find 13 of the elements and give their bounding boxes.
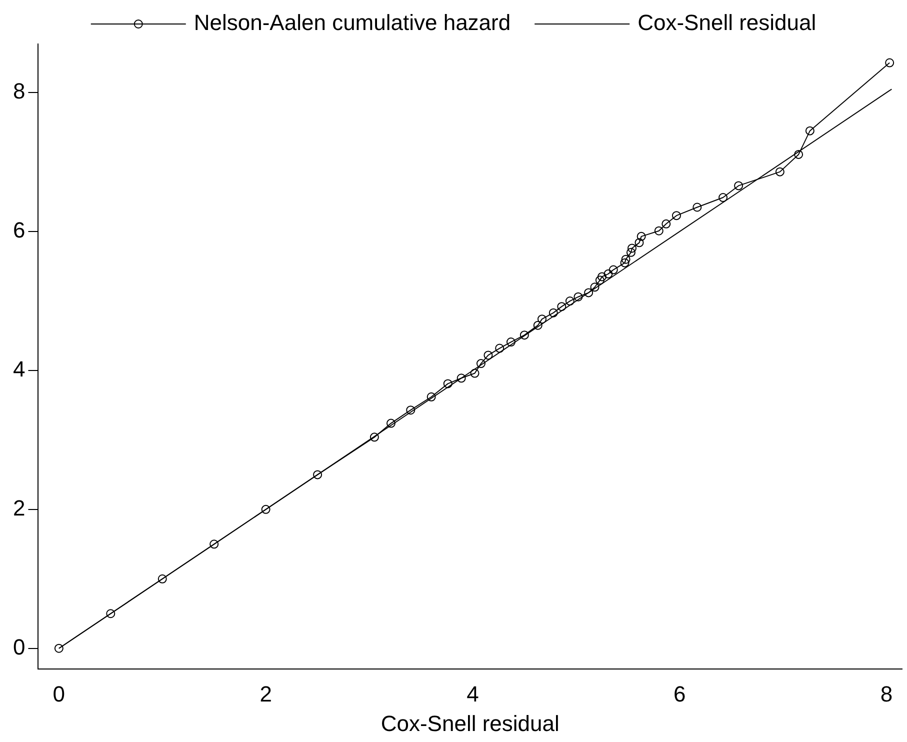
- legend-label: Nelson-Aalen cumulative hazard: [194, 10, 511, 36]
- x-tick-label: 4: [466, 681, 479, 706]
- y-tick-label: 4: [12, 356, 26, 382]
- x-tick-label: 0: [52, 681, 66, 706]
- legend-label: Cox-Snell residual: [638, 10, 816, 36]
- y-tick-label: 6: [12, 218, 26, 243]
- x-tick-label: 8: [880, 681, 893, 706]
- x-axis-title: Cox-Snell residual: [380, 710, 560, 736]
- y-tick-label: 0: [12, 634, 26, 660]
- y-tick-label: 2: [12, 495, 26, 520]
- y-tick-label: 8: [12, 78, 26, 104]
- x-tick-label: 2: [260, 681, 272, 706]
- x-tick-label: 6: [673, 681, 686, 706]
